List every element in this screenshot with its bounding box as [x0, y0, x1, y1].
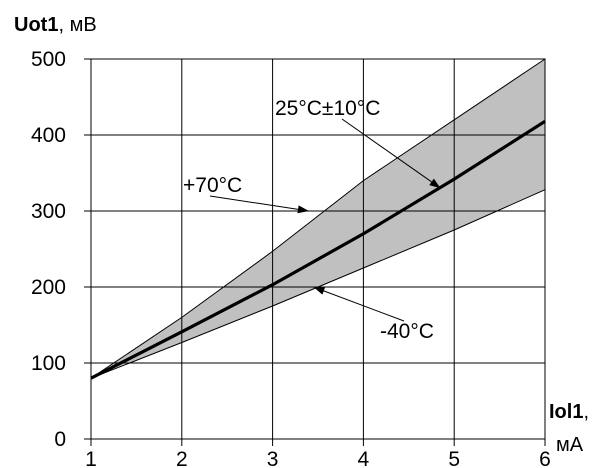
- y-tick-label: 300: [31, 200, 66, 223]
- y-tick-label: 200: [31, 276, 66, 299]
- x-tick-label: 3: [267, 448, 279, 468]
- annotation-label: -40°C: [380, 320, 434, 343]
- x-tick-label: 6: [539, 448, 551, 468]
- x-tick-label: 2: [176, 448, 188, 468]
- x-tick-label: 4: [358, 448, 370, 468]
- x-axis-label: Iol1,: [549, 401, 589, 423]
- x-tick-label: 5: [448, 448, 460, 468]
- annotation-label: 25°C±10°C: [275, 97, 380, 120]
- series-line-25c: [90, 119, 546, 380]
- annotation-arrow-line: [209, 195, 309, 212]
- y-tick-label: 400: [31, 124, 66, 147]
- x-axis-unit: мА: [556, 434, 584, 456]
- y-axis-label: Uot1, мВ: [14, 14, 97, 36]
- y-tick-label: 0: [54, 428, 66, 451]
- annotations: 25°C±10°C +70°C -40°C: [183, 97, 441, 343]
- axis-ticks: 1 2 3 4 5 6 0 100 200 300 400 500: [31, 48, 551, 468]
- annotation-arrow-line: [341, 118, 441, 189]
- annotation-arrowhead: [313, 287, 326, 295]
- y-tick-label: 100: [31, 352, 66, 375]
- x-tick-label: 1: [85, 448, 97, 468]
- y-tick-label: 500: [31, 48, 66, 71]
- annotation-arrowhead: [429, 178, 441, 189]
- annotation-arrow-line: [313, 286, 405, 322]
- annotation-arrowhead: [297, 205, 309, 214]
- annotation-label: +70°C: [183, 174, 242, 197]
- plot-frame: [90, 58, 546, 440]
